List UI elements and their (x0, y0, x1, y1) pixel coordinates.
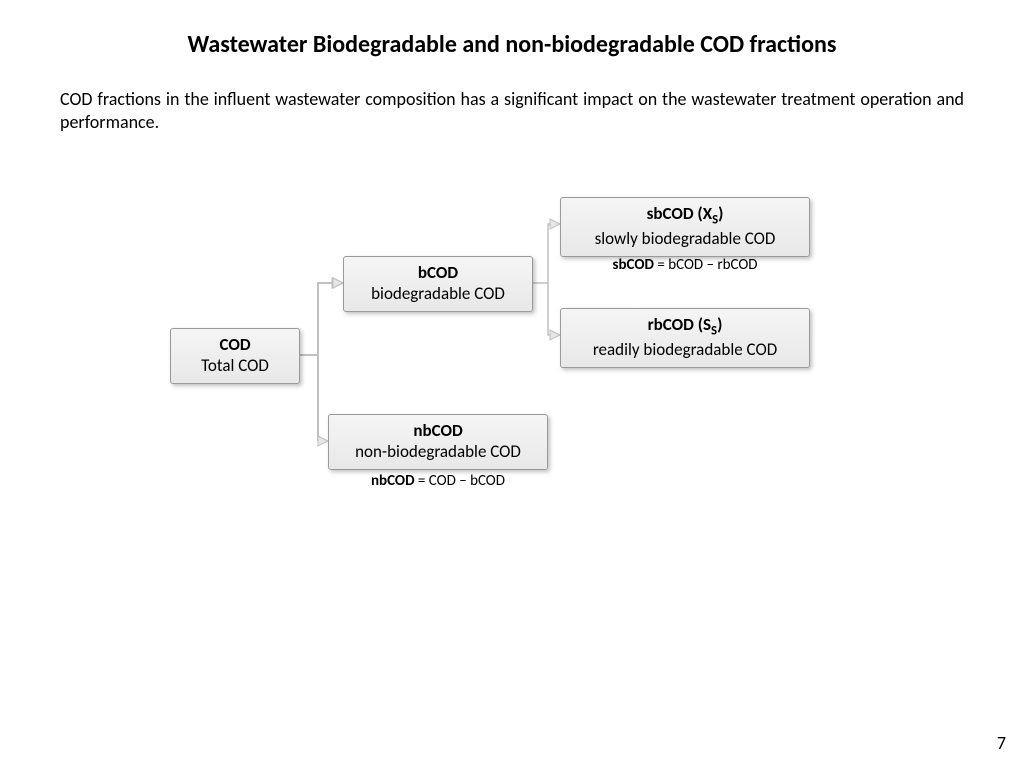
slide: Wastewater Biodegradable and non-biodegr… (0, 0, 1024, 768)
node-rbcod-heading: rbCOD (SS) (571, 315, 799, 339)
node-sbcod-heading: sbCOD (XS) (571, 204, 799, 228)
node-sbcod: sbCOD (XS) slowly biodegradable COD (560, 197, 810, 257)
intro-paragraph: COD fractions in the influent wastewater… (60, 88, 964, 135)
formula-sbcod: sbCOD = bCOD – rbCOD (580, 256, 790, 274)
node-rbcod-sub: readily biodegradable COD (571, 339, 799, 361)
slide-title: Wastewater Biodegradable and non-biodegr… (0, 30, 1024, 59)
node-rbcod: rbCOD (SS) readily biodegradable COD (560, 308, 810, 368)
node-nbcod-heading: nbCOD (339, 421, 537, 441)
node-bcod: bCOD biodegradable COD (343, 256, 533, 312)
node-cod: COD Total COD (170, 328, 300, 384)
formula-nbcod: nbCOD = COD – bCOD (348, 472, 528, 490)
node-sbcod-sub: slowly biodegradable COD (571, 228, 799, 250)
node-cod-heading: COD (181, 335, 289, 355)
node-cod-sub: Total COD (181, 355, 289, 377)
node-bcod-heading: bCOD (354, 263, 522, 283)
node-bcod-sub: biodegradable COD (354, 283, 522, 305)
node-nbcod: nbCOD non-biodegradable COD (328, 414, 548, 470)
node-nbcod-sub: non-biodegradable COD (339, 441, 537, 463)
page-number: 7 (997, 732, 1006, 754)
